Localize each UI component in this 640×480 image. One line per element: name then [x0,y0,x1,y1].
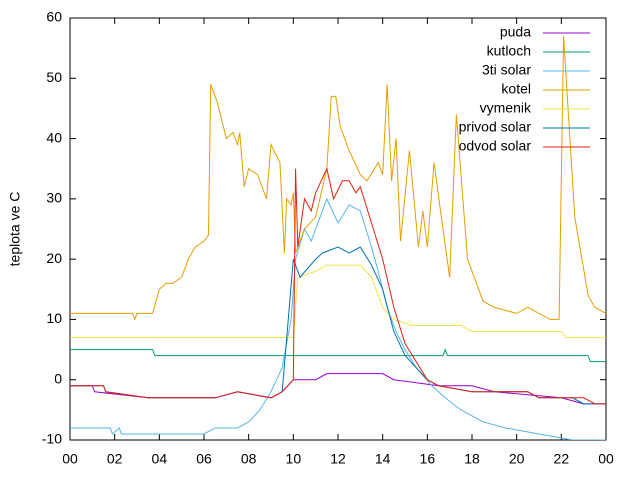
x-tick-label: 00 [62,451,78,467]
legend-label: vymenik [480,100,532,116]
x-tick-label: 22 [554,451,570,467]
y-tick-label: 40 [46,129,62,145]
y-tick-label: 10 [46,310,62,326]
y-axis-label: teplota ve C [7,192,23,267]
series-line [70,348,606,363]
legend-label: kotel [501,81,531,97]
series-line [70,246,606,405]
x-tick-label: 04 [152,451,168,467]
x-tick-label: 12 [330,451,346,467]
x-tick-label: 02 [107,451,123,467]
legend-label: puda [500,24,531,40]
y-tick-label: 20 [46,250,62,266]
x-tick-label: 08 [241,451,257,467]
legend-label: privod solar [459,119,532,135]
x-tick-label: 20 [509,451,525,467]
x-tick-label: 00 [598,451,614,467]
legend-label: kutloch [487,43,531,59]
y-tick-label: -10 [42,431,62,447]
x-tick-label: 16 [420,451,436,467]
x-tick-label: 06 [196,451,212,467]
y-tick-label: 0 [54,370,62,386]
y-tick-label: 60 [46,9,62,25]
series-line [70,36,606,321]
x-tick-label: 10 [286,451,302,467]
series-line [70,167,606,405]
legend-label: odvod solar [459,138,532,154]
legend-label: 3ti solar [482,62,531,78]
series-line [70,197,606,440]
y-tick-label: 50 [46,69,62,85]
series-line [70,264,606,339]
series-line [70,373,606,405]
x-tick-label: 18 [464,451,480,467]
x-tick-label: 14 [375,451,391,467]
y-tick-label: 30 [46,190,62,206]
